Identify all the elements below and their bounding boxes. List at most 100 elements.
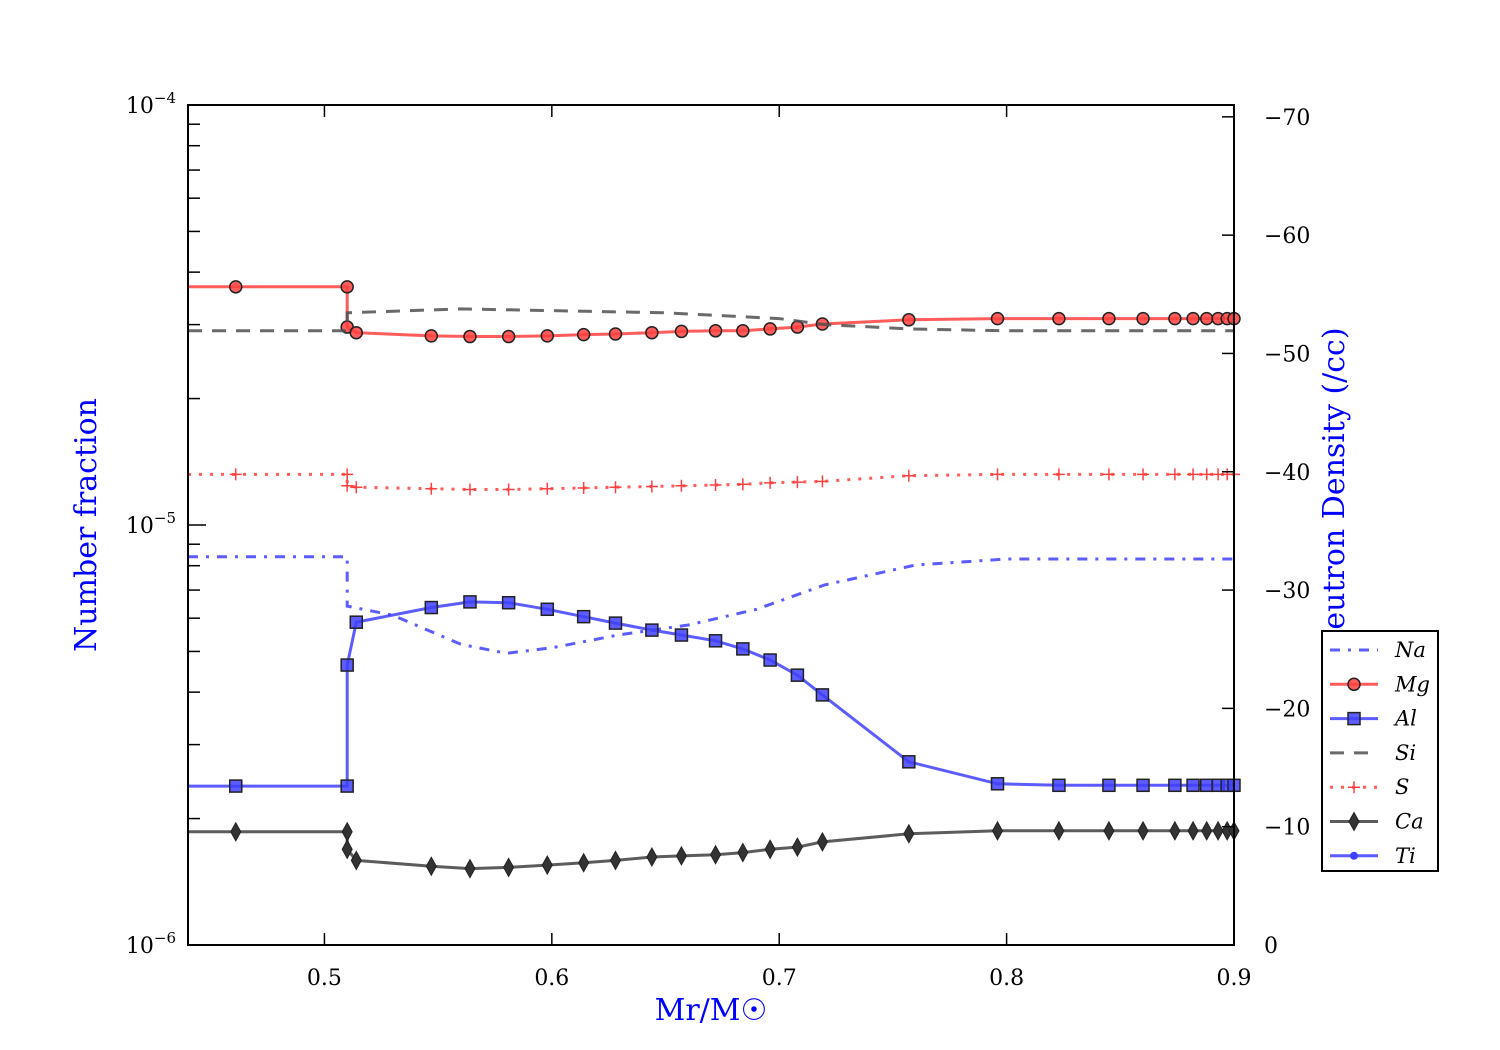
data-point-al (229, 779, 243, 793)
data-point-s (791, 476, 804, 489)
data-point-al (424, 600, 439, 615)
legend-label: Al (1393, 707, 1417, 731)
data-point-s (463, 483, 476, 496)
data-point-s (645, 480, 658, 493)
data-point-al (340, 658, 354, 672)
x-tick-label: 0.6 (534, 966, 569, 991)
data-point-al (1168, 778, 1182, 793)
data-point-s (991, 468, 1004, 481)
data-point-ca (341, 821, 353, 842)
data-point-ca (903, 823, 915, 844)
data-point-mg (736, 324, 750, 338)
series-line-si (188, 307, 1234, 333)
legend-marker-square (1347, 711, 1361, 726)
data-point-mg (340, 280, 354, 294)
data-point-ca (764, 839, 776, 860)
data-point-ca (609, 850, 622, 871)
data-point-mg (1136, 311, 1150, 326)
data-point-ca (503, 857, 515, 878)
data-point-al (1052, 778, 1066, 793)
series-s (188, 468, 1240, 496)
data-point-ca (1137, 820, 1149, 841)
data-point-s (1137, 468, 1150, 481)
data-point-al (608, 616, 623, 630)
data-point-ca (646, 846, 658, 868)
x-axis-label: Mr/M☉ (655, 993, 768, 1028)
data-point-al (790, 668, 805, 682)
y2-tick-label: −50 (1264, 342, 1310, 367)
data-point-al (340, 779, 354, 793)
data-point-al (1136, 778, 1150, 793)
data-point-mg (990, 311, 1005, 326)
data-point-s (902, 469, 915, 482)
series-line-na (188, 555, 1234, 655)
legend-entry-si: Si (1330, 741, 1416, 765)
legend-label: Ti (1395, 844, 1416, 868)
series-mg (188, 280, 1241, 344)
data-point-ca (541, 855, 553, 876)
data-point-s (350, 481, 363, 494)
data-point-s (736, 478, 749, 491)
data-point-al (674, 628, 689, 642)
legend-entry-ca: Ca (1330, 810, 1424, 834)
data-point-mg (229, 280, 243, 294)
data-point-al (902, 755, 916, 769)
data-point-s (425, 482, 438, 495)
data-point-mg (763, 322, 777, 336)
data-point-ca (1201, 820, 1213, 841)
legend-marker-diamond (1348, 811, 1360, 832)
legend-label: Si (1395, 741, 1416, 765)
data-point-mg (674, 324, 689, 339)
data-point-mg (349, 325, 364, 340)
legend-marker-dot (1350, 851, 1358, 860)
data-point-ca (1103, 820, 1115, 841)
data-point-s (1168, 468, 1181, 481)
legend-entry-ti: Ti (1330, 844, 1416, 868)
y-tick-label: 10−6 (126, 929, 176, 959)
legend-marker-plus (1348, 781, 1360, 794)
data-point-s (1102, 468, 1115, 481)
data-point-mg (902, 313, 916, 327)
data-point-ca (341, 839, 353, 860)
data-point-s (541, 482, 554, 495)
data-point-mg (501, 329, 516, 344)
data-point-ca (1212, 820, 1224, 841)
data-point-s (709, 479, 722, 492)
data-point-al (645, 623, 659, 637)
data-point-al (1199, 778, 1214, 793)
data-point-s (1052, 468, 1065, 481)
data-point-al (736, 642, 750, 656)
data-point-mg (1168, 311, 1182, 326)
data-point-al (708, 634, 723, 648)
data-point-s (577, 481, 590, 494)
data-point-al (1102, 778, 1116, 793)
data-point-al (1186, 778, 1200, 793)
series-al (188, 595, 1241, 793)
y2-tick-label: −30 (1264, 579, 1310, 604)
y2-tick-label: −40 (1264, 461, 1310, 486)
data-point-ca (464, 858, 476, 879)
data-point-mg (576, 327, 591, 342)
y-tick-label: 10−4 (126, 89, 176, 119)
data-point-mg (645, 325, 659, 340)
legend: Na Mg Al Si S Ca Ti (1321, 630, 1439, 872)
legend-entry-s: S (1330, 775, 1409, 799)
series-line-al (188, 600, 1234, 788)
data-point-al (463, 595, 477, 609)
data-point-ca (791, 837, 803, 858)
series-line-s (188, 472, 1234, 491)
data-point-ca (230, 821, 242, 842)
data-point-al (990, 777, 1005, 791)
y-axis-label: Number fraction (69, 398, 104, 652)
legend-label: Ca (1395, 810, 1424, 834)
y2-tick-label: −10 (1264, 816, 1310, 841)
y2-tick-label: −60 (1264, 224, 1310, 249)
y2-tick-label: 0 (1264, 934, 1278, 959)
data-point-s (675, 479, 688, 492)
x-tick-label: 0.9 (1217, 966, 1252, 991)
x-tick-label: 0.7 (762, 966, 797, 991)
y2-tick-label: −20 (1264, 697, 1310, 722)
data-point-s (764, 476, 777, 489)
data-point-ca (737, 842, 749, 863)
